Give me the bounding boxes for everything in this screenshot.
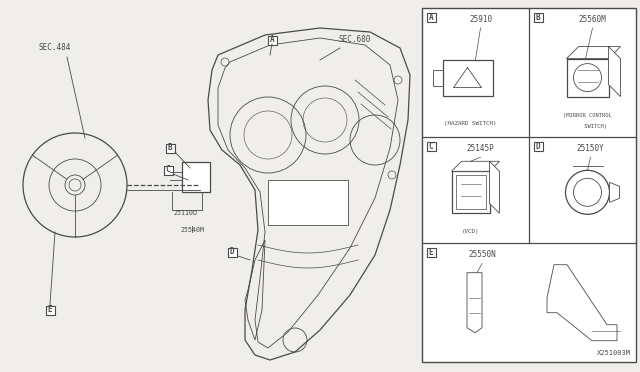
Text: 25145P: 25145P — [467, 144, 494, 153]
Text: SEC.680: SEC.680 — [339, 35, 371, 44]
Text: SEC.484: SEC.484 — [39, 43, 71, 52]
Bar — [163, 166, 173, 174]
Text: E: E — [48, 305, 52, 314]
Bar — [426, 142, 435, 151]
Bar — [451, 171, 490, 213]
Bar — [227, 247, 237, 257]
Bar — [566, 59, 609, 97]
Text: D: D — [230, 247, 234, 257]
Text: (MIRROR CONTROL: (MIRROR CONTROL — [563, 113, 612, 118]
Text: 25910: 25910 — [469, 15, 492, 24]
Text: B: B — [168, 144, 172, 153]
Bar — [268, 35, 276, 45]
Text: (VCD): (VCD) — [461, 230, 479, 234]
Polygon shape — [490, 161, 499, 213]
Bar — [166, 144, 175, 153]
Polygon shape — [609, 46, 621, 97]
Text: SWITCH): SWITCH) — [568, 124, 607, 129]
Bar — [182, 162, 210, 192]
Bar — [426, 13, 435, 22]
Bar — [422, 8, 636, 362]
Bar — [45, 305, 54, 314]
Text: E: E — [429, 248, 433, 257]
Text: C: C — [429, 142, 433, 151]
Text: A: A — [429, 13, 433, 22]
Text: X251003M: X251003M — [597, 350, 631, 356]
Polygon shape — [451, 161, 499, 171]
Polygon shape — [566, 46, 621, 59]
Bar — [534, 13, 543, 22]
Text: A: A — [269, 35, 275, 45]
Text: B: B — [536, 13, 540, 22]
Text: 25150Y: 25150Y — [577, 144, 604, 153]
Bar — [268, 180, 348, 225]
Text: 25550N: 25550N — [468, 250, 496, 259]
Text: C: C — [166, 166, 170, 174]
Text: (HAZARD SWITCH): (HAZARD SWITCH) — [444, 121, 497, 126]
Polygon shape — [609, 182, 620, 202]
Text: D: D — [536, 142, 540, 151]
Bar — [426, 248, 435, 257]
Text: 25540M: 25540M — [180, 227, 204, 233]
Text: 25560M: 25560M — [579, 15, 606, 24]
Bar — [456, 175, 486, 209]
Bar — [534, 142, 543, 151]
Text: 25110D: 25110D — [173, 210, 197, 216]
